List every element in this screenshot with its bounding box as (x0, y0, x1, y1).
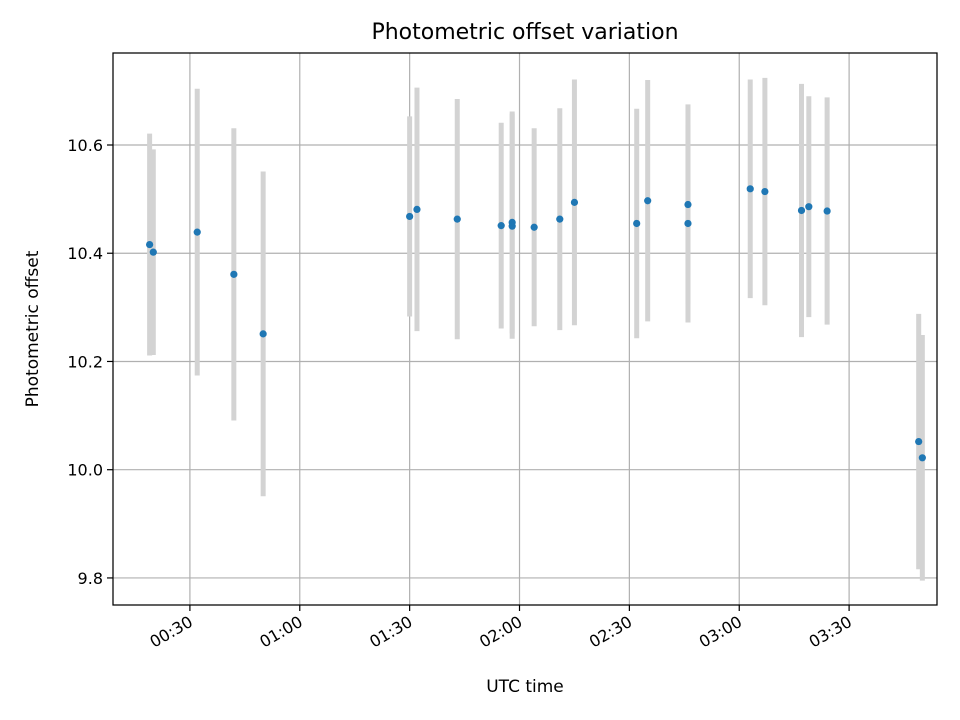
x-tick-label: 02:00 (476, 612, 525, 652)
data-point (146, 240, 154, 249)
data-point (761, 187, 769, 196)
error-bars (147, 77, 925, 581)
data-point (823, 207, 831, 215)
y-tick-label: 10.6 (67, 136, 103, 155)
y-axis-ticks: 9.8 10.0 10.2 10.4 10.6 (67, 136, 113, 588)
data-point (556, 215, 564, 223)
data-point (633, 219, 641, 228)
data-point (230, 270, 238, 278)
data-point (497, 222, 505, 230)
data-point (193, 228, 201, 236)
y-tick-label: 9.8 (78, 569, 103, 588)
data-point (149, 248, 157, 256)
x-tick-label: 00:30 (146, 612, 195, 652)
data-point (453, 215, 461, 223)
data-point (915, 437, 923, 446)
y-tick-label: 10.4 (67, 244, 103, 263)
data-point (805, 203, 813, 211)
x-tick-label: 01:30 (366, 612, 415, 652)
y-tick-label: 10.0 (67, 461, 103, 480)
data-point (684, 200, 692, 209)
x-axis-label: UTC time (486, 677, 564, 697)
data-point (918, 454, 926, 462)
data-point (406, 212, 414, 221)
x-tick-label: 02:30 (586, 612, 635, 652)
data-point (746, 185, 754, 193)
x-tick-label: 01:00 (256, 612, 305, 652)
y-tick-label: 10.2 (67, 352, 103, 371)
data-point (259, 330, 267, 338)
data-point (413, 205, 421, 213)
data-point (570, 198, 579, 206)
x-axis-ticks: 00:30 01:00 01:30 02:00 02:30 03:00 03:30 (146, 605, 855, 652)
data-point (530, 223, 538, 231)
data-point (644, 197, 652, 205)
y-axis-label: Photometric offset (23, 250, 43, 407)
data-point (508, 222, 516, 230)
data-points (146, 185, 926, 462)
grid-lines (113, 53, 937, 605)
data-point (684, 219, 692, 228)
plot-frame (112, 52, 938, 606)
x-tick-label: 03:30 (806, 612, 855, 652)
data-point (797, 206, 806, 215)
chart-title: Photometric offset variation (371, 20, 678, 45)
x-tick-label: 03:00 (696, 612, 745, 652)
